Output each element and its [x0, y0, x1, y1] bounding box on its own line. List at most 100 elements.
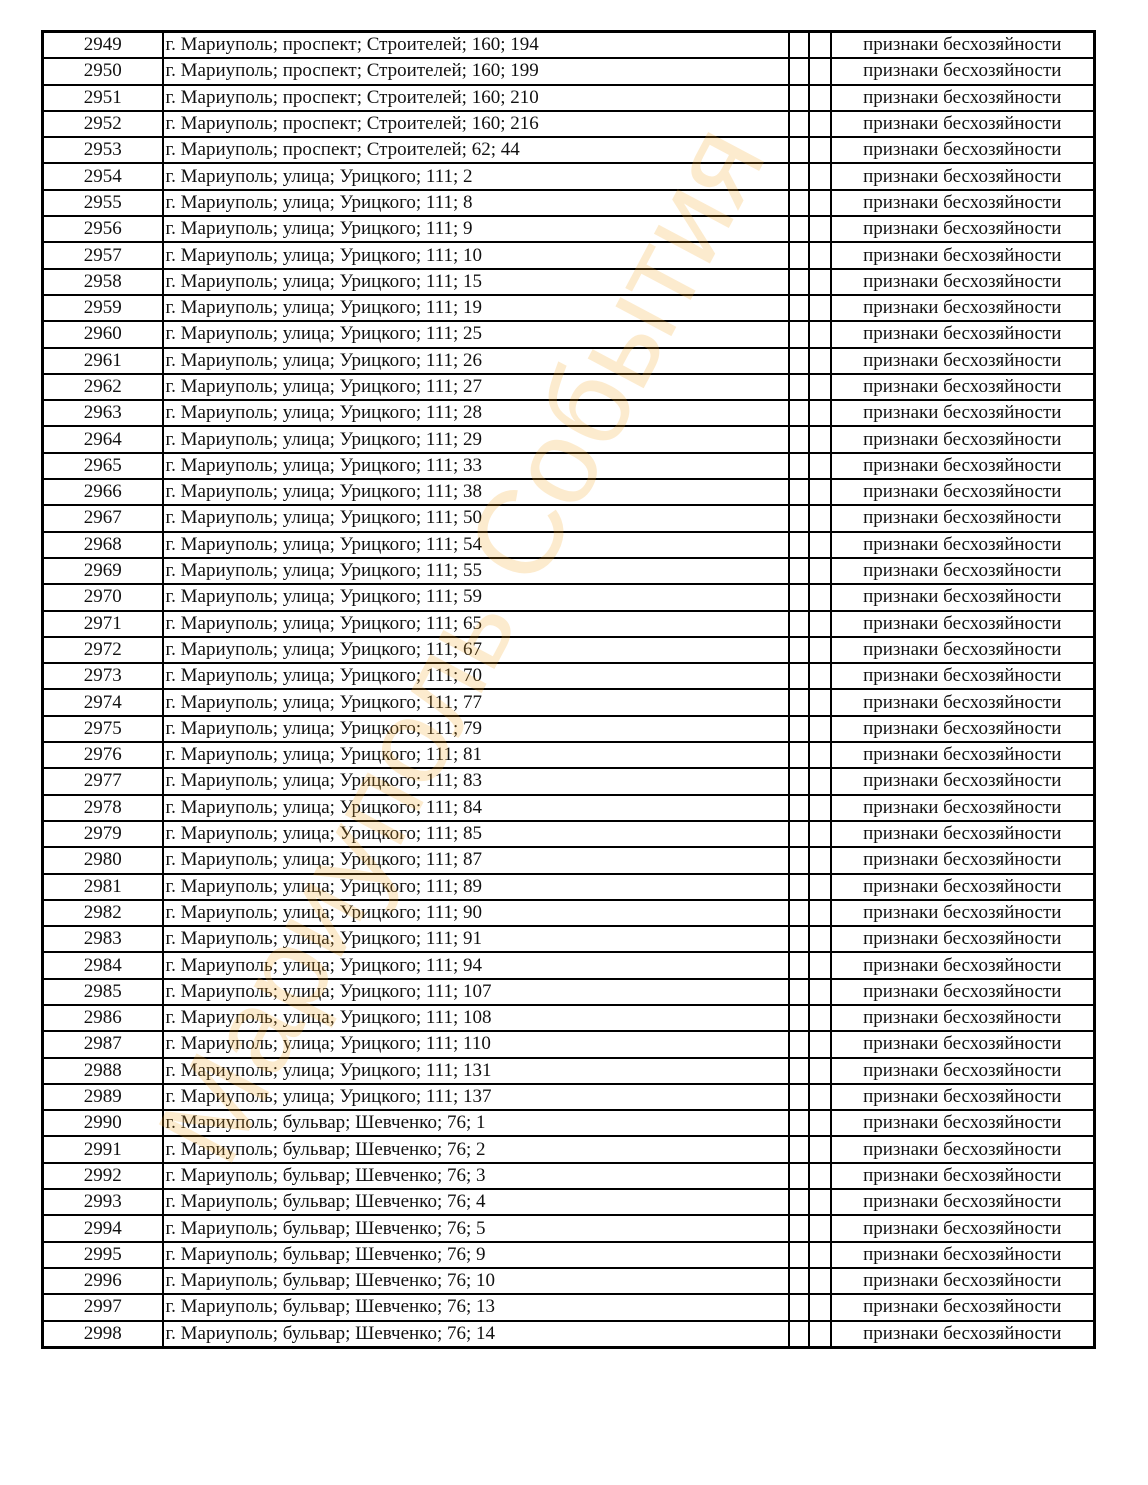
address-cell: г. Мариуполь; бульвар; Шевченко; 76; 1	[161, 1109, 790, 1138]
empty-cell	[787, 1214, 810, 1243]
table-row: 2958 г. Мариуполь; улица; Урицкого; 111; …	[41, 267, 1096, 296]
table-row: 2994 г. Мариуполь; бульвар; Шевченко; 76;…	[41, 1214, 1096, 1243]
table-row: 2982 г. Мариуполь; улица; Урицкого; 111; …	[41, 898, 1096, 928]
row-number: 2959	[41, 293, 164, 323]
row-number: 2974	[41, 688, 164, 717]
empty-cell	[787, 1030, 810, 1059]
status-cell: признаки бесхозяйности	[829, 57, 1096, 86]
empty-cell	[787, 951, 810, 980]
empty-cell	[787, 109, 810, 139]
status-cell: признаки бесхозяйности	[829, 1266, 1096, 1296]
address-cell: г. Мариуполь; улица; Урицкого; 111; 85	[161, 819, 790, 849]
row-number: 2956	[41, 215, 164, 244]
empty-cell	[807, 30, 832, 60]
status-cell: признаки бесхозяйности	[829, 215, 1096, 244]
table-row: 2974 г. Мариуполь; улица; Урицкого; 111; …	[41, 688, 1096, 717]
row-number: 2998	[41, 1319, 164, 1349]
row-number: 2983	[41, 925, 164, 954]
row-number: 2966	[41, 478, 164, 507]
table-row: 2996 г. Мариуполь; бульвар; Шевченко; 76;…	[41, 1266, 1096, 1296]
row-number: 2965	[41, 451, 164, 481]
status-cell: признаки бесхозяйности	[829, 162, 1096, 191]
table-row: 2967 г. Мариуполь; улица; Урицкого; 111; …	[41, 504, 1096, 533]
table-row: 2988 г. Мариуполь; улица; Урицкого; 111; …	[41, 1056, 1096, 1085]
address-cell: г. Мариуполь; улица; Урицкого; 111; 33	[161, 451, 790, 481]
empty-cell	[787, 372, 810, 402]
row-number: 2970	[41, 583, 164, 612]
empty-cell	[807, 1082, 832, 1112]
address-cell: г. Мариуполь; проспект; Строителей; 62; …	[161, 136, 790, 165]
empty-cell	[807, 1109, 832, 1138]
table-row: 2956 г. Мариуполь; улица; Урицкого; 111; …	[41, 215, 1096, 244]
address-cell: г. Мариуполь; улица; Урицкого; 111; 38	[161, 478, 790, 507]
table-row: 2991 г. Мариуполь; бульвар; Шевченко; 76;…	[41, 1135, 1096, 1164]
empty-cell	[807, 872, 832, 901]
address-cell: г. Мариуполь; улица; Урицкого; 111; 19	[161, 293, 790, 323]
status-cell: признаки бесхозяйности	[829, 925, 1096, 954]
status-cell: признаки бесхозяйности	[829, 1135, 1096, 1164]
empty-cell	[807, 662, 832, 691]
row-number: 2968	[41, 530, 164, 559]
status-cell: признаки бесхозяйности	[829, 451, 1096, 481]
status-cell: признаки бесхозяйности	[829, 1030, 1096, 1059]
address-cell: г. Мариуполь; улица; Урицкого; 111; 54	[161, 530, 790, 559]
empty-cell	[787, 1161, 810, 1191]
status-cell: признаки бесхозяйности	[829, 1319, 1096, 1349]
table-row: 2981 г. Мариуполь; улица; Урицкого; 111; …	[41, 872, 1096, 901]
row-number: 2957	[41, 241, 164, 270]
empty-cell	[787, 399, 810, 428]
empty-cell	[807, 714, 832, 744]
empty-cell	[807, 819, 832, 849]
table-row: 2978 г. Мариуполь; улица; Урицкого; 111; …	[41, 793, 1096, 822]
empty-cell	[787, 425, 810, 454]
address-cell: г. Мариуполь; улица; Урицкого; 111; 65	[161, 609, 790, 638]
status-cell: признаки бесхозяйности	[829, 1293, 1096, 1322]
empty-cell	[807, 451, 832, 481]
row-number: 2992	[41, 1161, 164, 1191]
empty-cell	[807, 188, 832, 218]
empty-cell	[787, 451, 810, 481]
table-row: 2955 г. Мариуполь; улица; Урицкого; 111; …	[41, 188, 1096, 218]
empty-cell	[807, 898, 832, 928]
status-cell: признаки бесхозяйности	[829, 1056, 1096, 1085]
empty-cell	[787, 504, 810, 533]
empty-cell	[787, 1188, 810, 1217]
empty-cell	[787, 1003, 810, 1033]
status-cell: признаки бесхозяйности	[829, 819, 1096, 849]
empty-cell	[807, 136, 832, 165]
status-cell: признаки бесхозяйности	[829, 741, 1096, 770]
status-cell: признаки бесхозяйности	[829, 1161, 1096, 1191]
table-row: 2953 г. Мариуполь; проспект; Строителей; …	[41, 136, 1096, 165]
address-cell: г. Мариуполь; улица; Урицкого; 111; 91	[161, 925, 790, 954]
table-row: 2977 г. Мариуполь; улица; Урицкого; 111; …	[41, 767, 1096, 796]
empty-cell	[807, 977, 832, 1006]
row-number: 2986	[41, 1003, 164, 1033]
empty-cell	[787, 215, 810, 244]
status-cell: признаки бесхозяйности	[829, 872, 1096, 901]
table-row: 2959 г. Мариуполь; улица; Урицкого; 111; …	[41, 293, 1096, 323]
empty-cell	[807, 1214, 832, 1243]
empty-cell	[807, 925, 832, 954]
row-number: 2949	[41, 30, 164, 60]
address-cell: г. Мариуполь; проспект; Строителей; 160;…	[161, 83, 790, 112]
address-cell: г. Мариуполь; улица; Урицкого; 111; 110	[161, 1030, 790, 1059]
empty-cell	[787, 846, 810, 875]
table-row: 2960 г. Мариуполь; улица; Урицкого; 111; …	[41, 320, 1096, 349]
empty-cell	[787, 1056, 810, 1085]
empty-cell	[787, 767, 810, 796]
row-number: 2963	[41, 399, 164, 428]
row-number: 2954	[41, 162, 164, 191]
table-row: 2987 г. Мариуполь; улица; Урицкого; 111; …	[41, 1030, 1096, 1059]
empty-cell	[807, 1030, 832, 1059]
row-number: 2952	[41, 109, 164, 139]
empty-cell	[787, 188, 810, 218]
table-row: 2979 г. Мариуполь; улица; Урицкого; 111; …	[41, 819, 1096, 849]
address-cell: г. Мариуполь; улица; Урицкого; 111; 9	[161, 215, 790, 244]
table-row: 2984 г. Мариуполь; улица; Урицкого; 111; …	[41, 951, 1096, 980]
empty-cell	[807, 767, 832, 796]
empty-cell	[787, 741, 810, 770]
address-cell: г. Мариуполь; проспект; Строителей; 160;…	[161, 57, 790, 86]
row-number: 2961	[41, 346, 164, 375]
empty-cell	[787, 1082, 810, 1112]
address-cell: г. Мариуполь; улица; Урицкого; 111; 59	[161, 583, 790, 612]
